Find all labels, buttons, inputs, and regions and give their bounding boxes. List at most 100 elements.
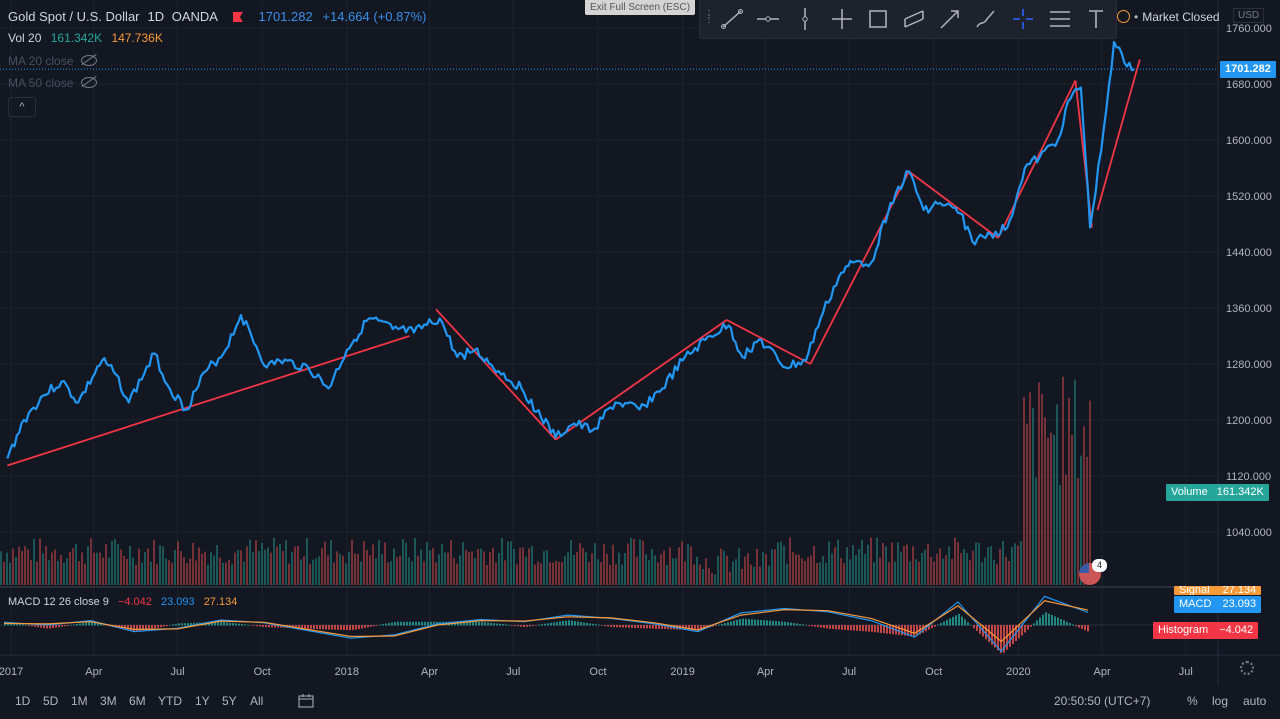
volume-bar bbox=[213, 555, 215, 585]
histogram-bar bbox=[85, 622, 87, 626]
macd-legend[interactable]: MACD 12 26 close 9 −4.042 23.093 27.134 bbox=[8, 596, 237, 608]
volume-bar bbox=[621, 564, 623, 585]
histogram-bar bbox=[1039, 617, 1041, 626]
volume-bar bbox=[390, 561, 392, 585]
brush-icon[interactable] bbox=[974, 7, 998, 31]
ma20-legend[interactable]: MA 20 close bbox=[8, 54, 98, 68]
volume-bar bbox=[420, 549, 422, 585]
market-status[interactable]: • Market Closed bbox=[1117, 10, 1220, 24]
volume-bar bbox=[702, 569, 704, 585]
currency-label[interactable]: USD bbox=[1233, 8, 1265, 23]
volume-bar bbox=[252, 552, 254, 585]
volume-legend[interactable]: Vol 20 161.342K 147.736K bbox=[8, 31, 163, 45]
volume-bar bbox=[183, 557, 185, 585]
volume-bar bbox=[939, 548, 941, 585]
range-button-1m[interactable]: 1M bbox=[71, 694, 88, 708]
volume-bar bbox=[210, 552, 212, 585]
range-button-all[interactable]: All bbox=[250, 694, 264, 708]
volume-bar bbox=[720, 548, 722, 585]
ma50-legend[interactable]: MA 50 close bbox=[8, 76, 98, 90]
range-button-5d[interactable]: 5D bbox=[43, 694, 59, 708]
drag-handle-icon[interactable]: ⋮ ⋮ bbox=[704, 9, 714, 25]
range-button-5y[interactable]: 5Y bbox=[222, 694, 237, 708]
crosshair-icon[interactable] bbox=[1011, 7, 1035, 31]
cross-line-icon[interactable] bbox=[830, 7, 854, 31]
collapse-legend-button[interactable]: ^ bbox=[8, 97, 36, 117]
vertical-line-icon[interactable] bbox=[793, 7, 817, 31]
volume-bar bbox=[432, 547, 434, 585]
histogram-bar bbox=[760, 619, 762, 626]
range-button-1y[interactable]: 1Y bbox=[195, 694, 210, 708]
volume-bar bbox=[309, 564, 311, 585]
volume-bar bbox=[384, 542, 386, 585]
auto-scale-button[interactable]: auto bbox=[1243, 694, 1267, 708]
histogram-bar bbox=[190, 622, 192, 626]
rectangle-icon[interactable] bbox=[866, 7, 890, 31]
histogram-bar bbox=[676, 625, 678, 630]
volume-bar bbox=[876, 537, 878, 585]
hidden-eye-icon[interactable] bbox=[81, 77, 98, 88]
volume-bar bbox=[468, 552, 470, 585]
fib-retracement-icon[interactable] bbox=[1048, 7, 1072, 31]
flag-icon[interactable] bbox=[232, 12, 243, 22]
text-icon[interactable] bbox=[1084, 7, 1108, 31]
volume-bar bbox=[810, 555, 812, 585]
hidden-eye-icon[interactable] bbox=[81, 55, 98, 66]
trend-line-icon[interactable] bbox=[720, 7, 744, 31]
percent-scale-button[interactable]: % bbox=[1187, 694, 1198, 708]
parallel-channel-icon[interactable] bbox=[902, 7, 926, 31]
volume-bar bbox=[219, 557, 221, 585]
range-button-1d[interactable]: 1D bbox=[15, 694, 31, 708]
volume-bar bbox=[108, 557, 110, 585]
histogram-bar bbox=[145, 625, 147, 630]
volume-bar bbox=[609, 564, 611, 585]
histogram-bar bbox=[157, 625, 159, 628]
range-button-3m[interactable]: 3M bbox=[100, 694, 117, 708]
histogram-bar bbox=[487, 622, 489, 626]
date-range-calendar-icon[interactable] bbox=[298, 694, 314, 708]
arrow-icon[interactable] bbox=[938, 7, 962, 31]
volume-bar bbox=[969, 560, 971, 585]
histogram-bar bbox=[769, 620, 771, 626]
histogram-bar bbox=[940, 623, 942, 626]
exit-fullscreen-hint[interactable]: Exit Full Screen (ESC) bbox=[585, 0, 696, 15]
volume-bar bbox=[414, 538, 416, 585]
histogram-bar bbox=[1000, 625, 1002, 654]
histogram-bar bbox=[373, 625, 375, 627]
range-button-6m[interactable]: 6M bbox=[129, 694, 146, 708]
volume-bar bbox=[453, 558, 455, 585]
time-tick-label: Apr bbox=[85, 666, 102, 678]
volume-bar bbox=[759, 566, 761, 585]
histogram-bar bbox=[412, 621, 414, 626]
clock-time[interactable]: 20:50:50 (UTC+7) bbox=[1054, 694, 1151, 708]
symbol-legend[interactable]: Gold Spot / U.S. Dollar 1D OANDA 1701.282… bbox=[8, 9, 426, 24]
histogram-bar bbox=[508, 624, 510, 626]
histogram-bar bbox=[652, 625, 654, 629]
horizontal-ray-icon[interactable] bbox=[756, 7, 780, 31]
volume-bar bbox=[180, 551, 182, 585]
histogram-bar bbox=[43, 625, 45, 629]
histogram-bar bbox=[343, 625, 345, 631]
volume-bar bbox=[189, 558, 191, 585]
volume-bar bbox=[204, 551, 206, 585]
histogram-bar bbox=[928, 625, 930, 630]
volume-bar bbox=[897, 542, 899, 585]
histogram-bar bbox=[757, 619, 759, 626]
time-tick-label: 2017 bbox=[0, 666, 23, 678]
histogram-bar bbox=[40, 625, 42, 628]
volume-bar bbox=[99, 552, 101, 585]
volume-bar bbox=[549, 562, 551, 585]
volume-bar bbox=[942, 558, 944, 585]
histogram-bar bbox=[865, 625, 867, 632]
range-button-ytd[interactable]: YTD bbox=[158, 694, 182, 708]
histogram-bar bbox=[997, 625, 999, 651]
settings-gear-icon[interactable] bbox=[1240, 661, 1254, 675]
macd-tag: MACD 23.093 bbox=[1174, 596, 1262, 613]
volume-bar bbox=[798, 554, 800, 585]
histogram-bar bbox=[67, 625, 69, 626]
volume-bar bbox=[243, 561, 245, 585]
histogram-bar bbox=[409, 621, 411, 626]
log-scale-button[interactable]: log bbox=[1212, 694, 1229, 708]
volume-bar bbox=[540, 563, 542, 585]
